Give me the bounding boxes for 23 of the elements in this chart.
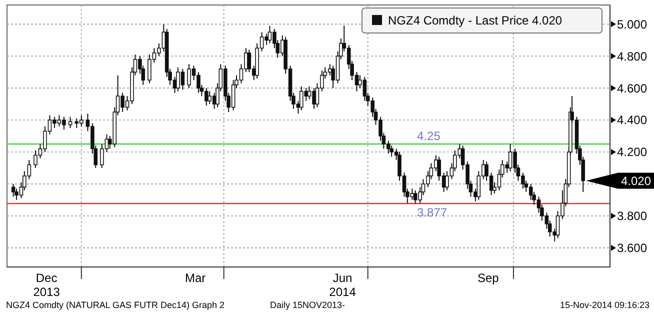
- text: 15-Nov-2014 09:16:23: [560, 300, 650, 310]
- candlestick: [208, 90, 212, 105]
- annotation: 4.020: [620, 174, 652, 188]
- candlestick: [11, 183, 16, 198]
- ref-line-label: 3.877: [417, 206, 448, 220]
- text: Daily 15NOV2013-: [270, 300, 346, 310]
- x-tick-label: Jun 2014: [329, 271, 356, 299]
- x-tick-label: Sep: [477, 271, 500, 285]
- x-tick-label: Dec 2013: [33, 271, 60, 299]
- y-tick-label: 4.200: [617, 145, 648, 160]
- y-tick-label: 5.000: [617, 17, 648, 32]
- y-tick-label: 4.800: [617, 49, 648, 64]
- ref-line-label: 4.25: [417, 128, 441, 143]
- y-tick-label: 3.600: [617, 241, 648, 256]
- legend-label: NGZ4 Comdty - Last Price 4.020: [388, 14, 562, 28]
- y-tick-label: 4.600: [617, 81, 648, 96]
- candlestick: [247, 49, 252, 73]
- text: NGZ4 Comdty (NATURAL GAS FUTR Dec14) Graph 2: [6, 300, 225, 310]
- y-tick-label: 4.400: [617, 113, 648, 128]
- candlestick: [299, 86, 304, 111]
- candlestick: [68, 116, 72, 129]
- y-tick-label: 3.800: [617, 209, 648, 224]
- x-tick-label: Mar: [185, 271, 206, 285]
